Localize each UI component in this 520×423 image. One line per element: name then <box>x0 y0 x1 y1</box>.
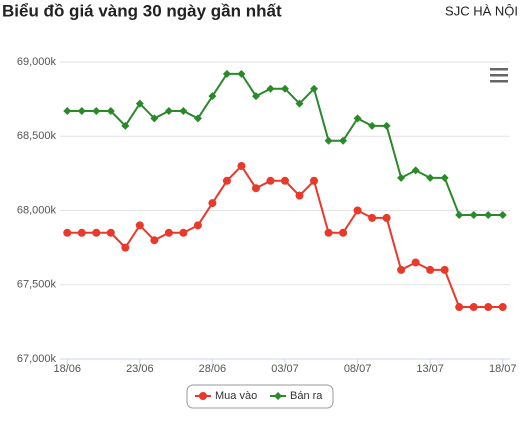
point <box>382 121 391 130</box>
point <box>324 228 333 237</box>
x-tick-label: 08/07 <box>344 363 372 375</box>
point <box>106 228 115 237</box>
point <box>498 210 507 219</box>
point <box>121 121 130 130</box>
point <box>92 107 101 116</box>
point <box>135 99 144 108</box>
point <box>193 114 202 123</box>
point <box>208 199 217 208</box>
legend-symbol <box>199 392 207 400</box>
point <box>397 173 406 182</box>
y-tick-label: 67,000k <box>17 353 57 365</box>
point <box>193 221 202 230</box>
point <box>426 265 435 274</box>
x-tick-label: 23/06 <box>126 363 154 375</box>
point <box>266 176 275 185</box>
point <box>150 114 159 123</box>
point <box>440 173 449 182</box>
point <box>179 107 188 116</box>
legend-label: Bán ra <box>290 390 323 402</box>
point <box>237 161 246 170</box>
point <box>164 107 173 116</box>
series-line <box>67 72 503 216</box>
point <box>353 206 362 215</box>
y-tick-label: 69,000k <box>17 56 57 68</box>
point <box>208 92 217 101</box>
x-tick-label: 18/06 <box>53 363 81 375</box>
point <box>455 303 464 312</box>
legend-symbol <box>274 392 282 400</box>
point <box>469 210 478 219</box>
point <box>92 228 101 237</box>
menu-bar <box>490 74 508 77</box>
y-tick-label: 68,500k <box>17 130 57 142</box>
point <box>164 228 173 237</box>
point <box>281 176 289 185</box>
point <box>484 303 493 312</box>
legend-box <box>186 384 334 409</box>
x-tick-label: 13/07 <box>416 363 444 375</box>
x-tick-label: 28/06 <box>199 363 227 375</box>
point <box>382 213 391 222</box>
point <box>455 210 464 219</box>
point <box>222 69 231 78</box>
point <box>440 265 449 274</box>
y-tick-label: 68,000k <box>17 204 57 216</box>
point <box>426 173 435 182</box>
chart-subtitle: SJC HÀ NỘI <box>445 3 518 18</box>
menu-bar <box>490 68 508 71</box>
legend-item[interactable]: Bán ra <box>270 390 323 402</box>
point <box>368 213 377 222</box>
point <box>63 228 72 237</box>
menu-button[interactable] <box>488 66 510 84</box>
legend-item[interactable]: Mua vào <box>195 390 257 402</box>
menu-bar <box>490 80 508 83</box>
x-tick-label: 18/07 <box>489 363 517 375</box>
point <box>310 84 319 93</box>
point <box>106 107 115 116</box>
point <box>251 184 260 193</box>
point <box>77 228 86 237</box>
point <box>498 303 507 312</box>
chart-title: Biểu đồ giá vàng 30 ngày gần nhất <box>2 1 282 20</box>
point <box>63 107 72 116</box>
point <box>121 243 130 252</box>
point <box>411 166 420 175</box>
point <box>295 191 304 200</box>
x-tick-label: 03/07 <box>271 363 299 375</box>
point <box>339 136 348 145</box>
point <box>484 210 493 219</box>
point <box>339 228 348 237</box>
point <box>411 258 420 267</box>
y-tick-label: 67,500k <box>17 279 57 291</box>
point <box>150 236 159 245</box>
legend-label: Mua vào <box>215 390 257 402</box>
point <box>77 107 86 116</box>
series-line <box>67 164 503 309</box>
point <box>251 92 260 101</box>
point <box>135 221 144 230</box>
point <box>469 303 478 312</box>
point <box>281 84 289 93</box>
point <box>237 69 246 78</box>
point <box>266 84 275 93</box>
point <box>368 121 377 130</box>
point <box>222 176 231 185</box>
point <box>397 265 406 274</box>
point <box>324 136 333 145</box>
point <box>310 176 319 185</box>
point <box>179 228 188 237</box>
point <box>295 99 304 108</box>
point <box>353 114 362 123</box>
